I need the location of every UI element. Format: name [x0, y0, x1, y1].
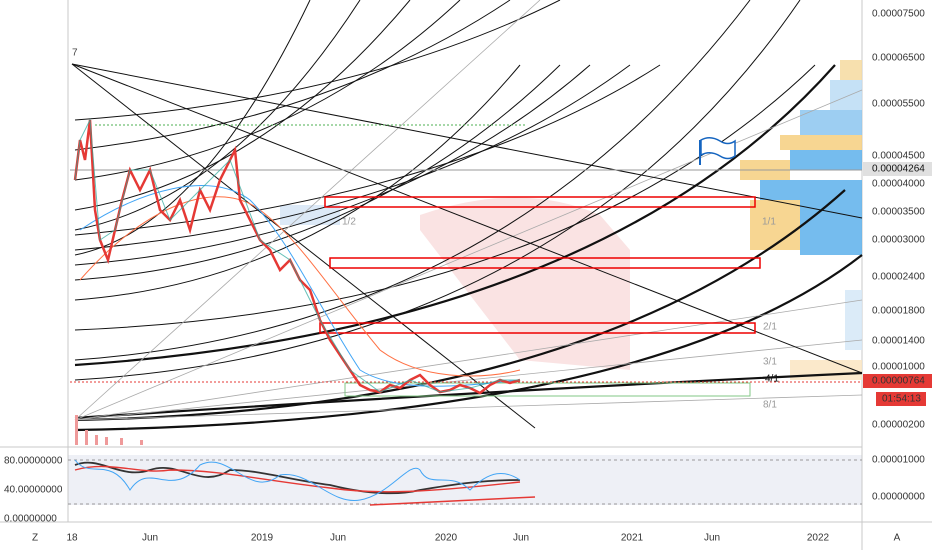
volume-profile [740, 60, 862, 380]
indicator-band [68, 455, 862, 505]
time-label: 2022 [807, 533, 830, 544]
time-label: 18 [66, 533, 78, 544]
time-label: Jun [704, 533, 720, 544]
price-label: 0.00004000 [872, 179, 925, 190]
price-label: 0.00001400 [872, 336, 925, 347]
shade-area [420, 197, 630, 370]
price-label: 0.00001000 [872, 362, 925, 373]
green-box [344, 382, 751, 397]
time-label: 2020 [435, 533, 458, 544]
time-label: Jun [330, 533, 346, 544]
indicator-right-label: 0.00000000 [872, 492, 925, 503]
fan-labels: 1/2 1/1 2/1 3/1 4/1 8/1 [342, 217, 779, 411]
indicator-fast [74, 459, 521, 501]
time-label: Jun [142, 533, 158, 544]
price-label: 0.00004500 [872, 151, 925, 162]
time-label: 2019 [251, 533, 274, 544]
price-label: 0.00000200 [872, 420, 925, 431]
fan-label: 4/1 [765, 374, 779, 385]
flag-icon [699, 137, 736, 165]
marked-price-tag [863, 162, 932, 176]
zoom-button[interactable]: Z [32, 533, 38, 544]
countdown-tag [876, 392, 926, 406]
fan-label: 1/2 [342, 217, 356, 228]
time-axis: Z 18 Jun 2019 Jun 2020 Jun 2021 Jun 2022… [32, 533, 901, 544]
fan-label: 3/1 [763, 357, 777, 368]
price-label: 0.00006500 [872, 53, 925, 64]
last-price: 0.00000764 [872, 376, 925, 387]
fan-label: 8/1 [763, 400, 777, 411]
indicator-left-label: 80.00000000 [4, 456, 63, 467]
price-label: 0.00005500 [872, 99, 925, 110]
indicator-left-label: 0.00000000 [4, 514, 57, 525]
price-candles-up [74, 118, 520, 393]
arc-bold [74, 64, 863, 432]
indicator-left-label: 40.00000000 [4, 485, 63, 496]
pivot-label: 7 [72, 48, 78, 59]
price-label: 0.00003000 [872, 235, 925, 246]
indicator-right-label: 0.00001000 [872, 455, 925, 466]
time-label: Jun [513, 533, 529, 544]
shade-box [280, 205, 340, 225]
trend-lines [71, 63, 863, 429]
price-label: 0.00001800 [872, 306, 925, 317]
chart-background [0, 0, 862, 522]
marked-price: 0.00004264 [872, 164, 925, 175]
indicator-axis: 0.00001000 0.00000000 80.00000000 40.000… [4, 455, 925, 525]
time-label: 2021 [621, 533, 644, 544]
volume-bars [75, 415, 143, 445]
ma-slow [79, 196, 521, 377]
price-axis: 0.00007500 0.00006500 0.00005500 0.00004… [863, 9, 932, 431]
price-label: 0.00007500 [872, 9, 925, 20]
price-label: 0.00003500 [872, 207, 925, 218]
last-price-tag [863, 374, 932, 388]
fan-label: 2/1 [763, 322, 777, 333]
arc-set [74, 0, 816, 381]
countdown: 01:54:13 [882, 394, 921, 405]
price-label: 0.00002400 [872, 272, 925, 283]
fan-label: 1/1 [762, 217, 776, 228]
auto-button[interactable]: A [894, 533, 901, 544]
zones [319, 196, 761, 334]
indicator-signal [74, 465, 521, 493]
indicator-trend [369, 496, 536, 506]
